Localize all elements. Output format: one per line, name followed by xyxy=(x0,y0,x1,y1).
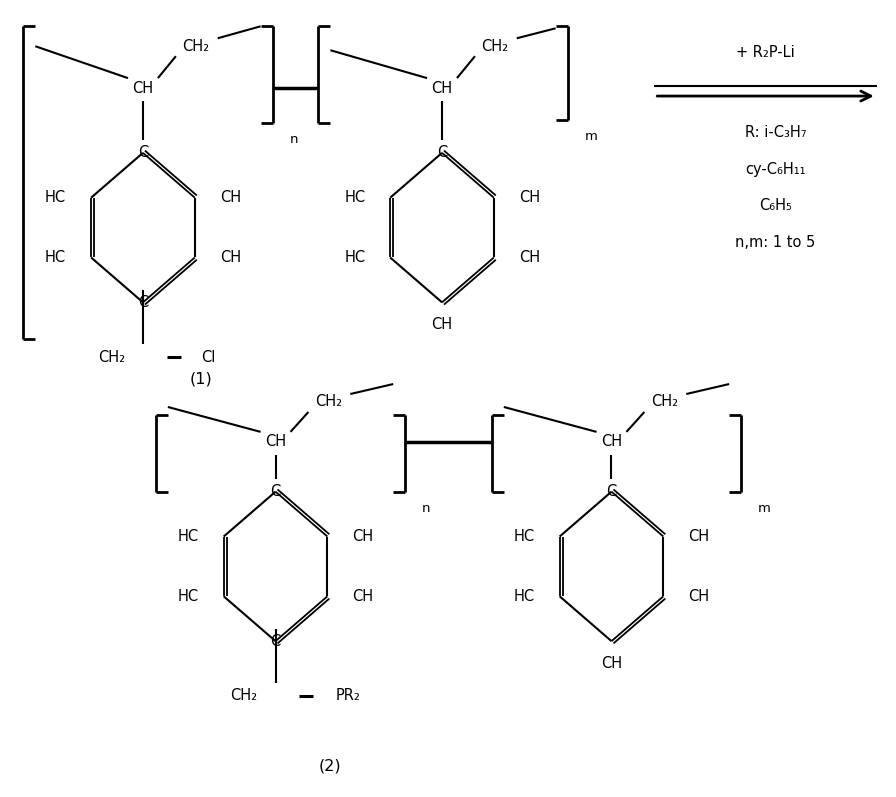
Text: CH: CH xyxy=(688,589,710,604)
Text: n: n xyxy=(422,501,431,515)
Text: HC: HC xyxy=(45,190,66,205)
Text: CH₂: CH₂ xyxy=(98,350,125,365)
Text: CH: CH xyxy=(519,250,540,265)
Text: CH: CH xyxy=(432,80,452,96)
Text: HC: HC xyxy=(45,250,66,265)
Text: CH: CH xyxy=(220,250,241,265)
Text: HC: HC xyxy=(513,589,535,604)
Text: CH: CH xyxy=(133,80,153,96)
Text: m: m xyxy=(584,130,598,143)
Text: CH: CH xyxy=(601,434,622,450)
Text: CH: CH xyxy=(352,529,374,544)
Text: HC: HC xyxy=(177,529,199,544)
Text: CH: CH xyxy=(601,656,622,670)
Text: CH: CH xyxy=(352,589,374,604)
Text: n,m: 1 to 5: n,m: 1 to 5 xyxy=(736,235,815,250)
Text: C: C xyxy=(138,145,148,160)
Text: CH₂: CH₂ xyxy=(182,39,210,53)
Text: PR₂: PR₂ xyxy=(335,689,360,704)
Text: Cl: Cl xyxy=(201,350,215,365)
Text: + R₂P-Li: + R₂P-Li xyxy=(737,45,795,61)
Text: C: C xyxy=(138,295,148,310)
Text: cy-C₆H₁₁: cy-C₆H₁₁ xyxy=(745,163,806,177)
Text: HC: HC xyxy=(344,190,366,205)
Text: CH: CH xyxy=(265,434,286,450)
Text: CH: CH xyxy=(519,190,540,205)
Text: R: i-C₃H₇: R: i-C₃H₇ xyxy=(745,125,806,140)
Text: HC: HC xyxy=(177,589,199,604)
Text: C₆H₅: C₆H₅ xyxy=(759,198,792,213)
Text: CH: CH xyxy=(688,529,710,544)
Text: C: C xyxy=(607,484,616,499)
Text: CH₂: CH₂ xyxy=(481,39,508,53)
Text: HC: HC xyxy=(344,250,366,265)
Text: CH: CH xyxy=(432,316,452,332)
Text: n: n xyxy=(289,133,298,146)
Text: HC: HC xyxy=(513,529,535,544)
Text: (1): (1) xyxy=(189,371,212,387)
Text: CH₂: CH₂ xyxy=(650,395,678,410)
Text: CH: CH xyxy=(220,190,241,205)
Text: (2): (2) xyxy=(319,758,341,773)
Text: m: m xyxy=(758,501,771,515)
Text: C: C xyxy=(271,634,280,649)
Text: CH₂: CH₂ xyxy=(230,689,257,704)
Text: C: C xyxy=(437,145,447,160)
Text: C: C xyxy=(271,484,280,499)
Text: CH₂: CH₂ xyxy=(314,395,342,410)
